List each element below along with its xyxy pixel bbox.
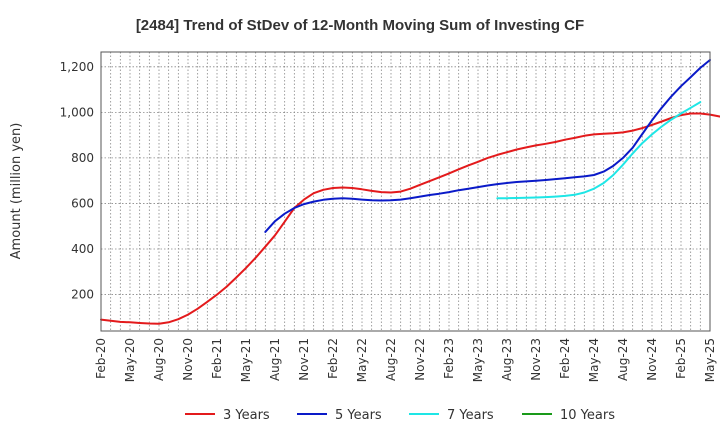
- x-tick-label: May-23: [471, 338, 485, 382]
- x-tick-label: Aug-22: [384, 338, 398, 381]
- legend-label-5-years: 5 Years: [335, 408, 382, 423]
- plot-frame: [100, 51, 711, 332]
- x-tick-label: Feb-24: [558, 338, 572, 379]
- y-tick-label: 200: [71, 288, 94, 302]
- legend-label-10-years: 10 Years: [560, 408, 615, 423]
- legend-label-7-years: 7 Years: [447, 408, 494, 423]
- x-tick-label: Feb-21: [210, 338, 224, 379]
- x-tick-label: Aug-21: [268, 338, 282, 381]
- y-tick-label: 400: [71, 242, 94, 256]
- x-tick-label: Feb-22: [326, 338, 340, 379]
- series-line-7-years: [496, 101, 702, 200]
- y-tick-label: 1,000: [60, 105, 94, 119]
- legend: 3 Years 5 Years 7 Years 10 Years: [185, 408, 615, 423]
- x-ticks: Feb-20 May-20 Aug-20 Nov-20 Feb-21 May-21 Aug-…: [94, 338, 717, 382]
- x-tick-label: Nov-24: [645, 338, 659, 381]
- x-tick-label: Feb-20: [94, 338, 108, 379]
- x-tick-label: Nov-21: [297, 338, 311, 381]
- x-tick-label: Aug-23: [500, 338, 514, 381]
- x-tick-label: Nov-23: [529, 338, 543, 381]
- y-tick-label: 600: [71, 196, 94, 210]
- x-tick-label: Nov-22: [413, 338, 427, 381]
- series-lines: [100, 59, 720, 325]
- series-line-5-years: [264, 59, 711, 233]
- x-tick-label: May-20: [123, 338, 137, 382]
- x-tick-label: May-24: [587, 338, 601, 382]
- x-tick-label: May-22: [355, 338, 369, 382]
- legend-label-3-years: 3 Years: [223, 408, 270, 423]
- x-tick-label: May-25: [703, 338, 717, 382]
- chart-title: [2484] Trend of StDev of 12-Month Moving…: [136, 17, 584, 34]
- grid: [101, 52, 710, 331]
- series-line-3-years: [100, 112, 720, 325]
- y-ticks: 200 400 600 800 1,000 1,200: [60, 60, 94, 302]
- x-tick-label: Feb-25: [674, 338, 688, 379]
- y-tick-label: 800: [71, 151, 94, 165]
- y-tick-label: 1,200: [60, 60, 94, 74]
- x-tick-label: May-21: [239, 338, 253, 382]
- x-tick-label: Nov-20: [181, 338, 195, 381]
- y-axis-label: Amount (million yen): [9, 123, 24, 260]
- x-tick-label: Aug-20: [152, 338, 166, 381]
- x-tick-label: Aug-24: [616, 338, 630, 381]
- x-tick-label: Feb-23: [442, 338, 456, 379]
